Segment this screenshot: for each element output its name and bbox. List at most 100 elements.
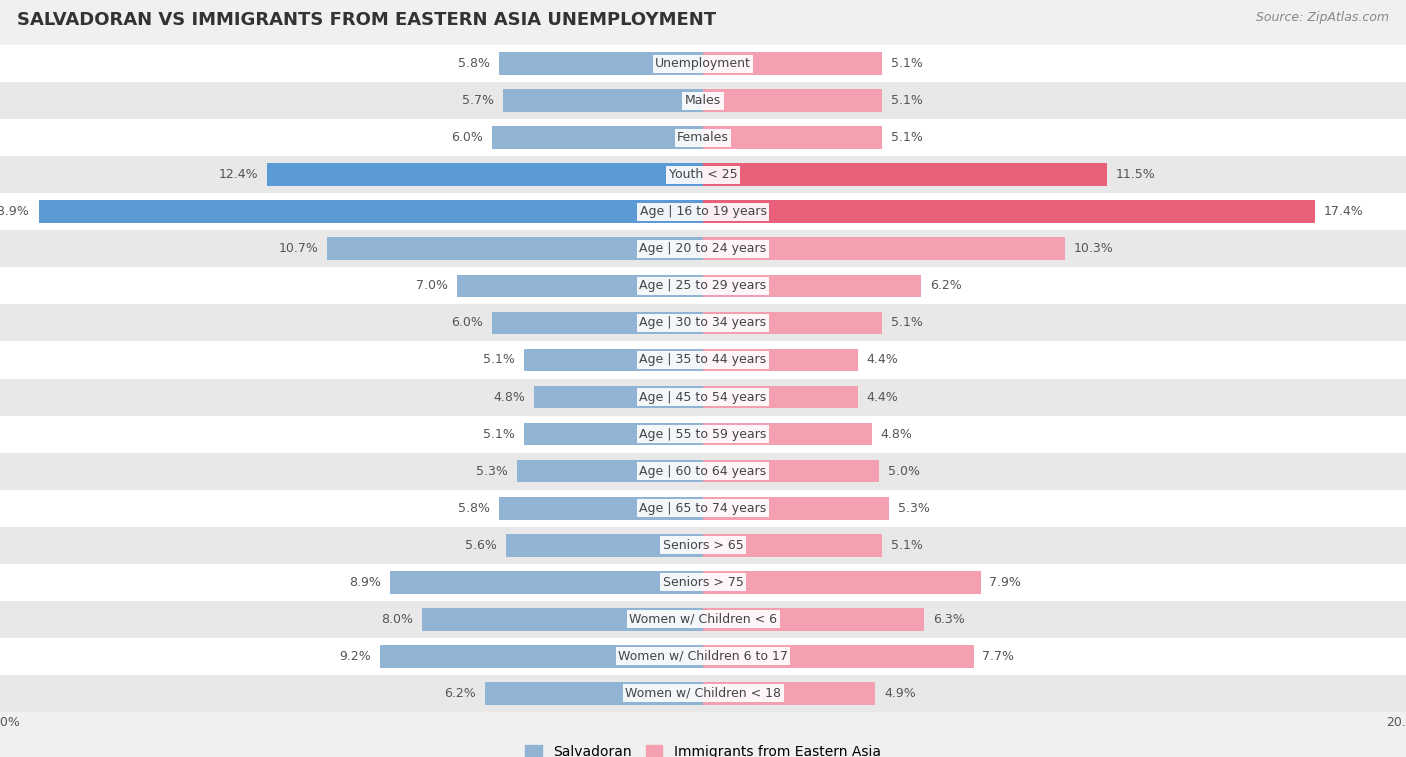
Text: 8.9%: 8.9% (350, 575, 381, 588)
Text: Males: Males (685, 95, 721, 107)
Bar (492, 312, 703, 335)
Text: Age | 25 to 29 years: Age | 25 to 29 years (640, 279, 766, 292)
Bar (703, 126, 883, 149)
Text: Age | 65 to 74 years: Age | 65 to 74 years (640, 502, 766, 515)
Bar (703, 645, 973, 668)
Bar (0, 341, 1406, 378)
Bar (0, 194, 1406, 230)
Text: 5.1%: 5.1% (891, 538, 922, 552)
Bar (703, 348, 858, 372)
Text: 7.9%: 7.9% (990, 575, 1021, 588)
Text: Age | 60 to 64 years: Age | 60 to 64 years (640, 465, 766, 478)
Text: 4.8%: 4.8% (494, 391, 526, 403)
Text: 18.9%: 18.9% (0, 205, 30, 219)
Bar (0, 120, 1406, 157)
Text: 5.7%: 5.7% (461, 95, 494, 107)
Text: Source: ZipAtlas.com: Source: ZipAtlas.com (1256, 11, 1389, 24)
Bar (391, 571, 703, 593)
Text: 12.4%: 12.4% (219, 169, 259, 182)
Bar (328, 238, 703, 260)
Bar (39, 201, 703, 223)
Text: Women w/ Children < 6: Women w/ Children < 6 (628, 612, 778, 625)
Bar (0, 563, 1406, 600)
Text: 5.0%: 5.0% (887, 465, 920, 478)
Text: 10.7%: 10.7% (278, 242, 318, 255)
Bar (703, 681, 875, 705)
Bar (380, 645, 703, 668)
Bar (0, 83, 1406, 120)
Bar (703, 89, 883, 112)
Text: 10.3%: 10.3% (1074, 242, 1114, 255)
Text: 6.3%: 6.3% (934, 612, 965, 625)
Bar (485, 681, 703, 705)
Bar (0, 674, 1406, 712)
Text: SALVADORAN VS IMMIGRANTS FROM EASTERN ASIA UNEMPLOYMENT: SALVADORAN VS IMMIGRANTS FROM EASTERN AS… (17, 11, 716, 30)
Bar (0, 637, 1406, 674)
Text: 4.8%: 4.8% (880, 428, 912, 441)
Text: Age | 45 to 54 years: Age | 45 to 54 years (640, 391, 766, 403)
Bar (0, 490, 1406, 527)
Text: Females: Females (678, 132, 728, 145)
Bar (0, 304, 1406, 341)
Text: Age | 35 to 44 years: Age | 35 to 44 years (640, 354, 766, 366)
Bar (703, 164, 1108, 186)
Bar (0, 157, 1406, 194)
Bar (703, 608, 925, 631)
Bar (703, 312, 883, 335)
Text: 17.4%: 17.4% (1323, 205, 1364, 219)
Text: 5.1%: 5.1% (891, 58, 922, 70)
Bar (506, 534, 703, 556)
Bar (492, 126, 703, 149)
Text: Age | 55 to 59 years: Age | 55 to 59 years (640, 428, 766, 441)
Bar (703, 571, 981, 593)
Text: 7.7%: 7.7% (983, 650, 1015, 662)
Bar (703, 238, 1066, 260)
Text: 5.8%: 5.8% (458, 58, 491, 70)
Bar (0, 378, 1406, 416)
Bar (503, 89, 703, 112)
Bar (0, 45, 1406, 83)
Bar (0, 230, 1406, 267)
Bar (0, 453, 1406, 490)
Text: Age | 30 to 34 years: Age | 30 to 34 years (640, 316, 766, 329)
Text: 4.4%: 4.4% (866, 391, 898, 403)
Bar (703, 422, 872, 445)
Text: 8.0%: 8.0% (381, 612, 413, 625)
Bar (703, 275, 921, 298)
Text: 5.6%: 5.6% (465, 538, 498, 552)
Text: 5.1%: 5.1% (891, 316, 922, 329)
Text: 5.1%: 5.1% (891, 132, 922, 145)
Text: 6.0%: 6.0% (451, 316, 484, 329)
Bar (0, 527, 1406, 563)
Bar (703, 497, 889, 519)
Legend: Salvadoran, Immigrants from Eastern Asia: Salvadoran, Immigrants from Eastern Asia (520, 740, 886, 757)
Text: Women w/ Children < 18: Women w/ Children < 18 (626, 687, 780, 699)
Text: 11.5%: 11.5% (1116, 169, 1156, 182)
Bar (457, 275, 703, 298)
Text: 6.2%: 6.2% (444, 687, 477, 699)
Text: 6.2%: 6.2% (929, 279, 962, 292)
Text: 7.0%: 7.0% (416, 279, 449, 292)
Text: Seniors > 75: Seniors > 75 (662, 575, 744, 588)
Text: 9.2%: 9.2% (339, 650, 371, 662)
Bar (703, 534, 883, 556)
Text: 6.0%: 6.0% (451, 132, 484, 145)
Bar (703, 201, 1315, 223)
Bar (499, 497, 703, 519)
Text: 4.4%: 4.4% (866, 354, 898, 366)
Text: 5.1%: 5.1% (891, 95, 922, 107)
Bar (703, 385, 858, 409)
Bar (0, 600, 1406, 637)
Text: 4.9%: 4.9% (884, 687, 915, 699)
Bar (703, 459, 879, 482)
Text: Youth < 25: Youth < 25 (669, 169, 737, 182)
Text: Age | 16 to 19 years: Age | 16 to 19 years (640, 205, 766, 219)
Text: 5.1%: 5.1% (484, 428, 515, 441)
Bar (524, 422, 703, 445)
Text: 5.3%: 5.3% (477, 465, 508, 478)
Bar (534, 385, 703, 409)
Bar (0, 416, 1406, 453)
Text: Age | 20 to 24 years: Age | 20 to 24 years (640, 242, 766, 255)
Bar (517, 459, 703, 482)
Bar (422, 608, 703, 631)
